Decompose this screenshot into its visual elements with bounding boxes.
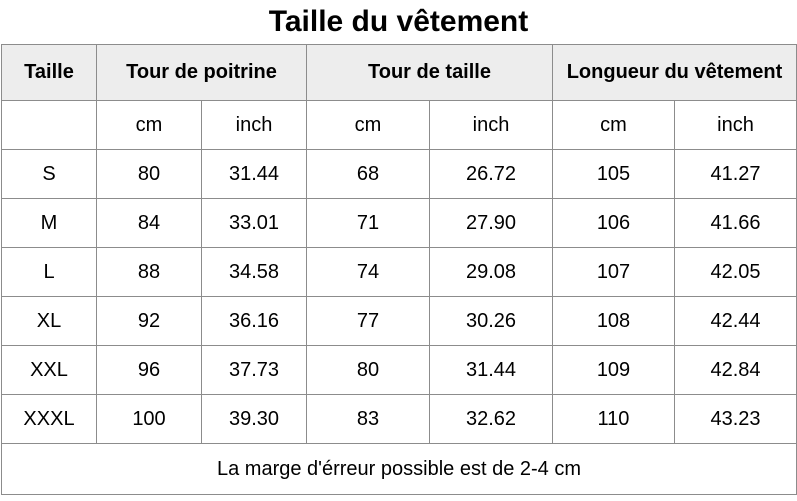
chest-cm-cell: 100 (96, 394, 202, 444)
unit-cell: inch (429, 100, 553, 150)
size-cell: XXL (1, 345, 97, 395)
length-cm-cell: 110 (552, 394, 675, 444)
waist-inch-cell: 26.72 (429, 149, 553, 199)
waist-inch-cell: 31.44 (429, 345, 553, 395)
chest-inch-cell: 39.30 (201, 394, 307, 444)
waist-inch-cell: 30.26 (429, 296, 553, 346)
header-size: Taille (1, 44, 97, 101)
chest-cm-cell: 84 (96, 198, 202, 248)
chest-cm-cell: 96 (96, 345, 202, 395)
header-waist: Tour de taille (306, 44, 553, 101)
length-cm-cell: 109 (552, 345, 675, 395)
length-inch-cell: 43.23 (674, 394, 797, 444)
length-inch-cell: 42.44 (674, 296, 797, 346)
table-row: XXL 96 37.73 80 31.44 109 42.84 (1, 345, 797, 395)
size-cell: XXXL (1, 394, 97, 444)
unit-cell: cm (96, 100, 202, 150)
waist-cm-cell: 68 (306, 149, 430, 199)
table-body: S 80 31.44 68 26.72 105 41.27 M 84 33.01 71 27.90 10… (1, 149, 797, 444)
table-row: M 84 33.01 71 27.90 106 41.66 (1, 198, 797, 248)
unit-cell: cm (306, 100, 430, 150)
length-cm-cell: 106 (552, 198, 675, 248)
unit-cell: cm (552, 100, 675, 150)
table-row: XL 92 36.16 77 30.26 108 42.44 (1, 296, 797, 346)
size-cell: XL (1, 296, 97, 346)
waist-cm-cell: 80 (306, 345, 430, 395)
header-row: Taille Tour de poitrine Tour de taille L… (1, 44, 797, 101)
table-row: XXXL 100 39.30 83 32.62 110 43.23 (1, 394, 797, 444)
unit-cell: inch (201, 100, 307, 150)
length-inch-cell: 41.66 (674, 198, 797, 248)
waist-cm-cell: 74 (306, 247, 430, 297)
chest-inch-cell: 34.58 (201, 247, 307, 297)
footer-row: La marge d'érreur possible est de 2-4 cm (1, 443, 797, 495)
chest-cm-cell: 92 (96, 296, 202, 346)
units-row: cm inch cm inch cm inch (1, 100, 797, 150)
size-cell: S (1, 149, 97, 199)
waist-cm-cell: 77 (306, 296, 430, 346)
chest-inch-cell: 36.16 (201, 296, 307, 346)
unit-cell: inch (674, 100, 797, 150)
waist-inch-cell: 29.08 (429, 247, 553, 297)
chest-cm-cell: 88 (96, 247, 202, 297)
length-inch-cell: 41.27 (674, 149, 797, 199)
size-cell: M (1, 198, 97, 248)
chest-cm-cell: 80 (96, 149, 202, 199)
header-chest: Tour de poitrine (96, 44, 307, 101)
units-blank (1, 100, 97, 150)
chest-inch-cell: 37.73 (201, 345, 307, 395)
chest-inch-cell: 33.01 (201, 198, 307, 248)
waist-inch-cell: 27.90 (429, 198, 553, 248)
footer-note: La marge d'érreur possible est de 2-4 cm (1, 443, 797, 495)
length-inch-cell: 42.84 (674, 345, 797, 395)
waist-cm-cell: 71 (306, 198, 430, 248)
chart-title: Taille du vêtement (268, 5, 529, 38)
size-cell: L (1, 247, 97, 297)
table-row: L 88 34.58 74 29.08 107 42.05 (1, 247, 797, 297)
table-row: S 80 31.44 68 26.72 105 41.27 (1, 149, 797, 199)
size-table: Taille Tour de poitrine Tour de taille L… (1, 44, 797, 495)
length-inch-cell: 42.05 (674, 247, 797, 297)
header-length: Longueur du vêtement (552, 44, 797, 101)
length-cm-cell: 105 (552, 149, 675, 199)
waist-cm-cell: 83 (306, 394, 430, 444)
chest-inch-cell: 31.44 (201, 149, 307, 199)
length-cm-cell: 107 (552, 247, 675, 297)
waist-inch-cell: 32.62 (429, 394, 553, 444)
length-cm-cell: 108 (552, 296, 675, 346)
